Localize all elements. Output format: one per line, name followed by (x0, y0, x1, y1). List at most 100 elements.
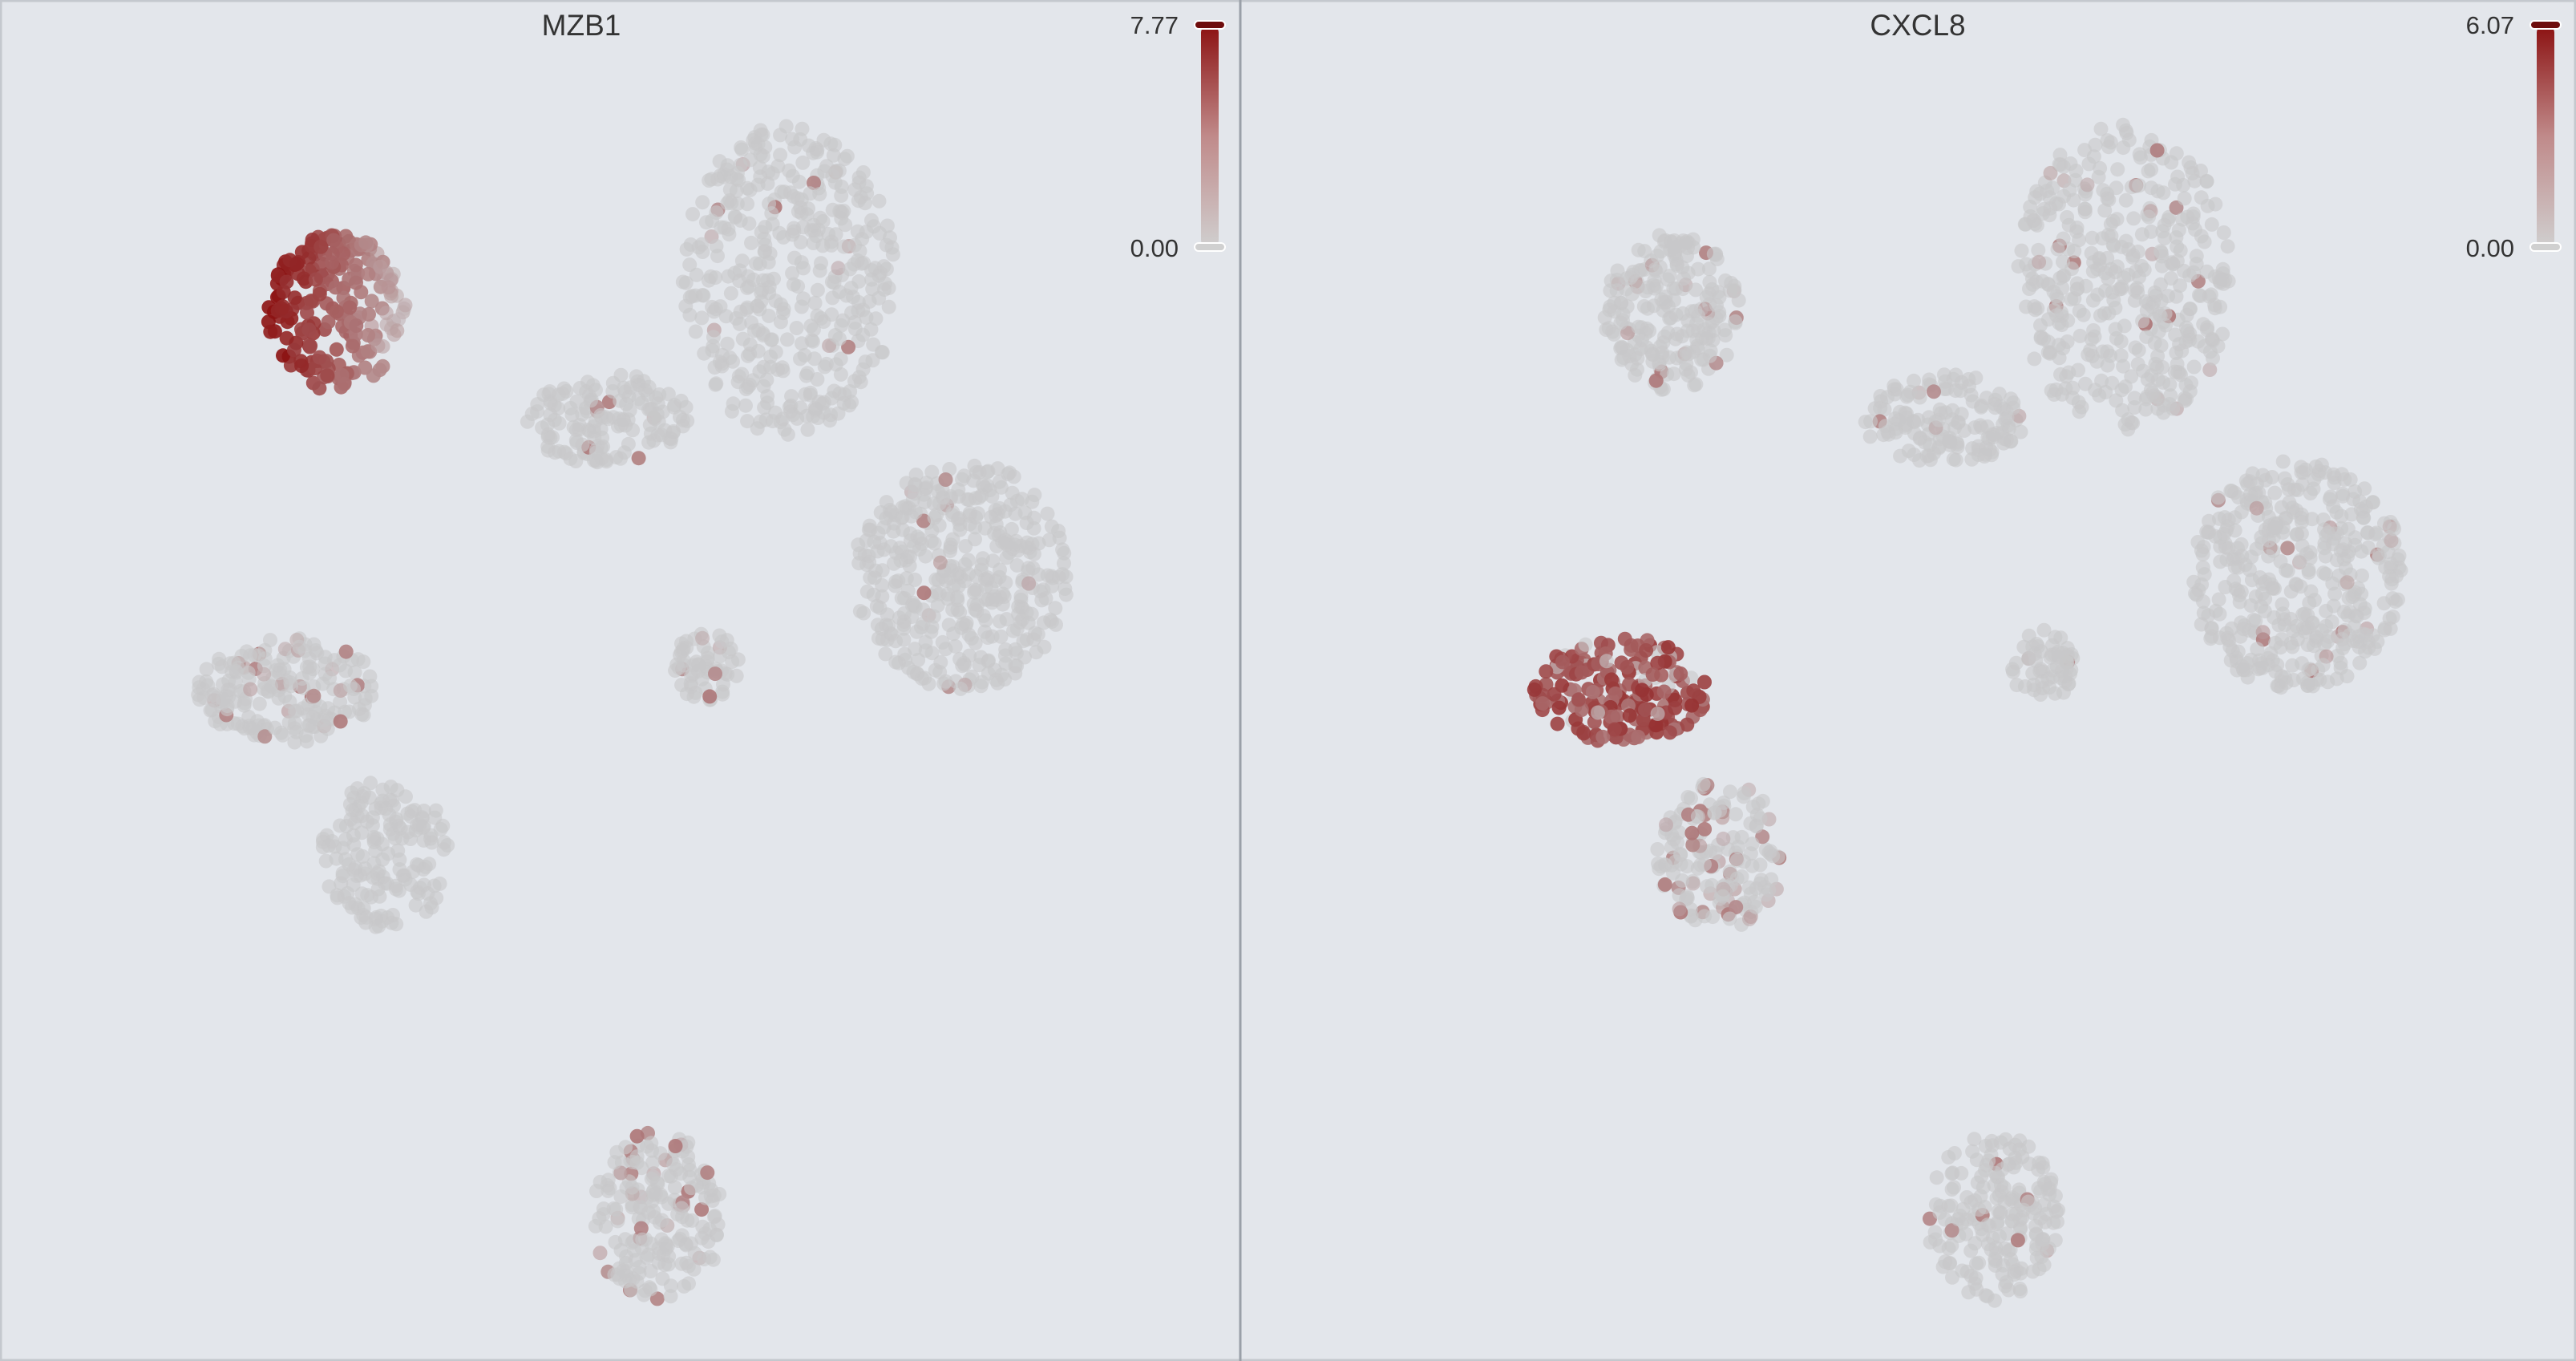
cell-point (799, 368, 814, 383)
cell-point (1701, 261, 1717, 277)
cell-point (2191, 582, 2206, 597)
cell-point (1881, 427, 1896, 442)
cell-point (2260, 650, 2275, 666)
cell-point (2382, 611, 2397, 626)
cell-point (390, 323, 405, 338)
cell-point (2129, 264, 2144, 279)
cell-point (2027, 351, 2042, 367)
cell-point (1708, 845, 1723, 861)
cell-point (1675, 329, 1690, 344)
cell-point (833, 351, 848, 367)
cell-point (754, 282, 770, 298)
cell-point (1944, 1182, 1959, 1197)
cell-point (686, 689, 702, 704)
cell-point (1941, 1241, 1956, 1256)
cell-point (2134, 227, 2149, 242)
cell-point (657, 1258, 673, 1272)
cell-point (2285, 658, 2300, 673)
cell-point (916, 487, 932, 502)
cell-point (738, 398, 753, 413)
cell-point (2208, 196, 2223, 212)
cell-point (295, 701, 310, 716)
panel-title: CXCL8 (1870, 9, 1965, 42)
cell-point (2279, 675, 2294, 691)
cell-point (645, 1143, 660, 1158)
cell-point (918, 634, 933, 650)
cell-point (284, 678, 298, 694)
cell-point (645, 1155, 661, 1170)
cell-point (775, 363, 791, 379)
cell-point (1975, 1180, 1991, 1195)
cell-point (768, 344, 783, 359)
cell-point (2385, 591, 2400, 606)
cell-point (1695, 330, 1710, 346)
cell-point (292, 639, 307, 654)
cell-point (987, 525, 1002, 541)
cell-point (810, 144, 824, 160)
cell-point (679, 1139, 694, 1154)
cell-point (981, 666, 996, 681)
cell-point (390, 843, 406, 858)
cell-point (741, 269, 756, 284)
cell-point (2028, 302, 2043, 318)
cell-point (2315, 658, 2331, 673)
cell-point (408, 897, 423, 913)
cell-point (350, 847, 365, 862)
cell-point (214, 659, 229, 674)
cell-point (968, 635, 983, 650)
cell-point (1650, 655, 1665, 670)
cell-point (742, 182, 758, 197)
cell-point (287, 715, 302, 731)
cell-point (2183, 160, 2198, 175)
cell-point (1610, 709, 1625, 724)
cell-point (363, 776, 378, 791)
cell-point (2095, 231, 2110, 246)
cell-point (859, 225, 874, 240)
cell-point (338, 644, 354, 659)
cell-point (2213, 554, 2228, 569)
cell-point (1617, 631, 1632, 646)
cell-point (409, 857, 424, 872)
cell-point (2240, 670, 2255, 685)
cell-point (1968, 1270, 1984, 1286)
cell-point (1672, 901, 1687, 917)
cell-point (329, 851, 344, 866)
cell-point (2109, 212, 2125, 227)
cell-point (2182, 333, 2198, 347)
cell-point (2210, 490, 2226, 505)
cell-point (969, 582, 985, 597)
cell-point (898, 652, 913, 667)
cell-point (724, 403, 739, 419)
cell-point (773, 148, 788, 163)
cell-point (1945, 1270, 1959, 1285)
cell-point (834, 179, 849, 194)
cell-point (1680, 717, 1695, 732)
cell-point (714, 634, 730, 650)
cell-point (2096, 183, 2111, 198)
cell-point (682, 307, 698, 322)
cell-point (2056, 341, 2071, 356)
cell-point (1527, 682, 1542, 697)
cell-point (916, 585, 932, 601)
cell-point (1666, 367, 1681, 382)
cell-point (785, 265, 800, 281)
cell-point (368, 801, 383, 816)
cell-point (953, 681, 969, 696)
cell-point (338, 832, 354, 847)
cell-point (312, 350, 327, 365)
cell-point (684, 1181, 699, 1196)
cell-point (713, 299, 728, 314)
cell-point (419, 904, 434, 919)
cell-point (1992, 1229, 2007, 1244)
cell-point (1903, 384, 1918, 399)
cell-point (775, 411, 791, 427)
cell-point (1638, 703, 1652, 717)
cell-point (681, 1276, 696, 1291)
cell-point (1749, 808, 1765, 822)
cell-point (2028, 653, 2044, 668)
cell-point (1938, 374, 1953, 389)
cell-point (2275, 606, 2291, 622)
cell-point (734, 142, 750, 157)
cell-point (345, 338, 360, 354)
cell-point (1706, 246, 1721, 261)
